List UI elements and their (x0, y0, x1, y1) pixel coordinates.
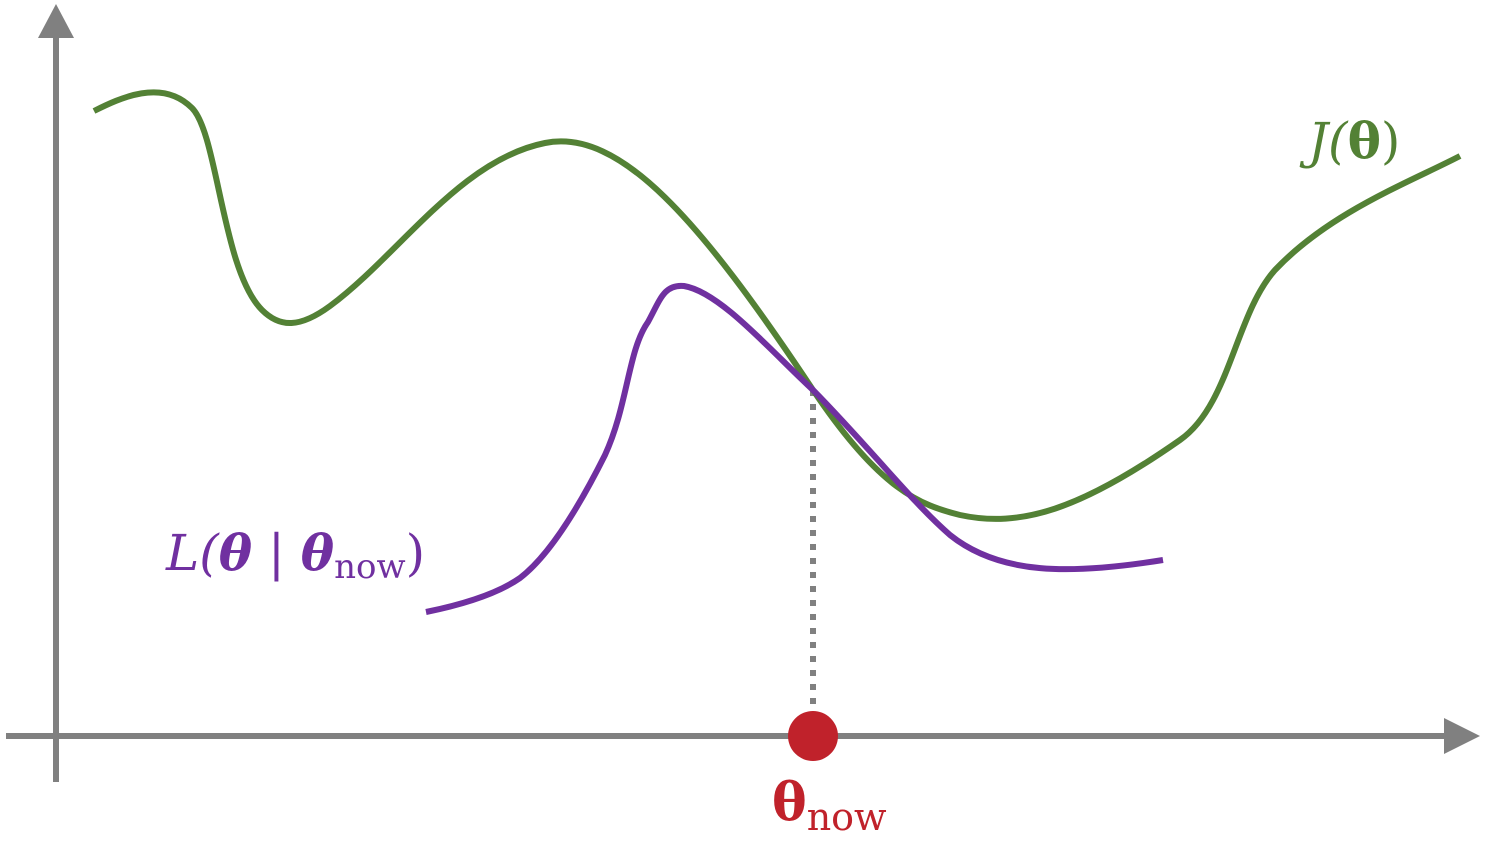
current-point-label-subscript: now (807, 795, 887, 839)
y-axis-arrowhead (38, 4, 74, 38)
axes (6, 4, 1480, 782)
surrogate-label-subscript: now (334, 547, 405, 587)
surrogate-label-separator: | (252, 524, 301, 582)
surrogate-label-main: L( (165, 524, 220, 582)
objective-label: J(θ) (1299, 111, 1400, 170)
objective-label-close: ) (1381, 112, 1401, 170)
current-point-marker (788, 711, 838, 761)
x-axis-arrowhead (1444, 718, 1480, 754)
current-point-label: θnow (772, 772, 887, 839)
surrogate-label-var: θ (219, 523, 253, 582)
current-point-label-var: θ (772, 772, 807, 833)
surrogate-label-close: ) (406, 524, 426, 582)
surrogate-curve (425, 282, 1164, 615)
surrogate-label: L(θ | θnow) (165, 523, 425, 587)
objective-label-var: θ (1348, 111, 1381, 170)
objective-label-main: J( (1299, 112, 1349, 170)
objective-curve (92, 89, 1462, 522)
surrogate-label-var-now: θ (301, 523, 335, 582)
